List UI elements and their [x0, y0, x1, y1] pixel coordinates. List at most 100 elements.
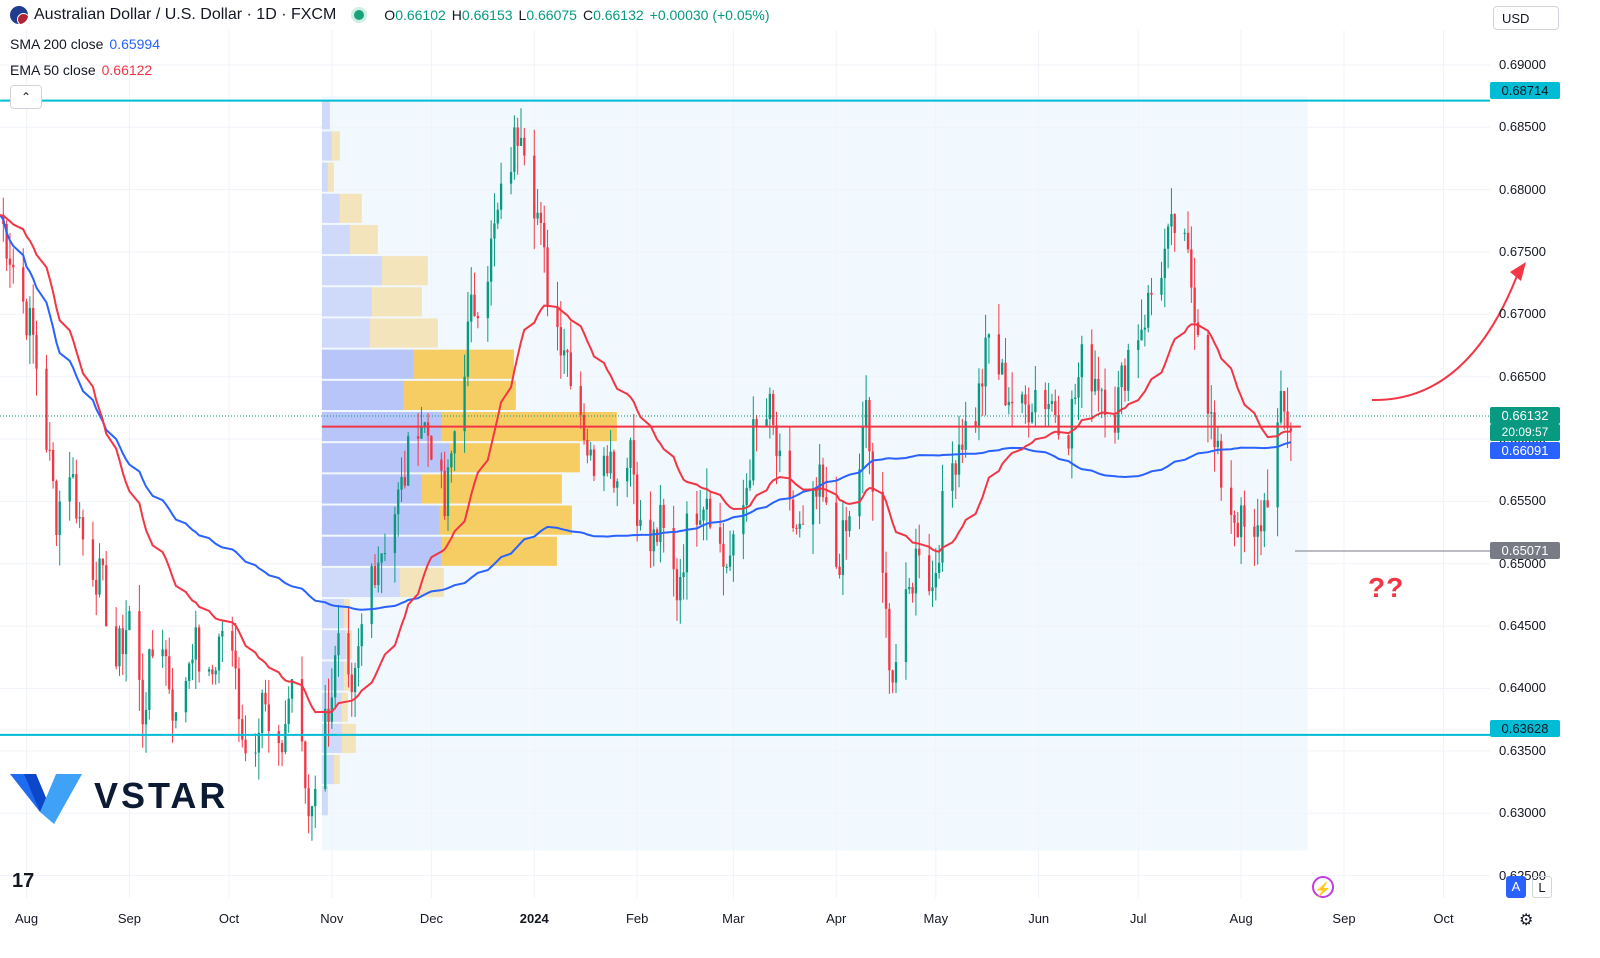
auto-scale-button[interactable]: A: [1506, 876, 1526, 898]
candle-body: [695, 513, 699, 525]
price-tick-label: 0.68500: [1499, 119, 1546, 135]
candle-body: [426, 422, 430, 436]
bolt-icon[interactable]: ⚡: [1312, 876, 1334, 898]
candle-body: [1276, 422, 1279, 508]
candle-body: [718, 527, 722, 544]
candle-body: [1186, 232, 1190, 250]
sma-legend[interactable]: SMA 200 close 0.65994: [10, 36, 160, 52]
candle-body: [1286, 411, 1289, 429]
candle-body: [264, 692, 267, 705]
candle-body: [519, 137, 523, 146]
candle-body: [1220, 440, 1223, 488]
candle-body: [778, 450, 782, 457]
profile-bar-up: [321, 256, 382, 286]
sma-tag: 0.66091: [1490, 442, 1560, 459]
candle-body: [184, 680, 187, 713]
ema-legend[interactable]: EMA 50 close 0.66122: [10, 62, 152, 78]
candle-body: [838, 566, 841, 575]
low-label: L: [518, 7, 527, 23]
candle-body: [951, 463, 954, 491]
candle-body: [393, 514, 397, 554]
time-tick-label: Feb: [625, 911, 649, 926]
time-tick-label: Sep: [1332, 911, 1356, 926]
candle-body: [211, 669, 214, 675]
time-tick-label: 2024: [519, 911, 549, 926]
profile-bar-up: [321, 505, 440, 535]
candle-body: [114, 626, 118, 667]
candle-body: [1289, 428, 1293, 432]
candle-body: [430, 435, 433, 460]
time-tick-label: Aug: [14, 911, 39, 926]
symbol-title[interactable]: Australian Dollar / U.S. Dollar · 1D · F…: [34, 6, 337, 23]
close-label: C: [582, 7, 594, 23]
market-status-icon: [354, 10, 365, 20]
candle-body: [360, 624, 363, 647]
close-value: 0.66132: [593, 7, 644, 23]
candle-body: [1163, 248, 1166, 278]
time-tick-label: Jun: [1028, 911, 1050, 926]
low-value: 0.66075: [526, 7, 577, 23]
candle-body: [353, 668, 357, 693]
candle-body: [267, 704, 270, 732]
currency-select[interactable]: USD: [1493, 6, 1559, 30]
level-lines: [0, 99, 1490, 736]
candle-body: [1044, 389, 1047, 410]
candle-body: [894, 662, 898, 683]
profile-bar-down: [369, 318, 438, 348]
candle-body: [300, 679, 304, 742]
candle-body: [884, 572, 888, 609]
candle-body: [1074, 397, 1077, 399]
candle-body: [237, 668, 241, 720]
profile-bar-up: [321, 380, 404, 410]
profile-bar-up: [321, 100, 330, 130]
candle-body: [592, 449, 596, 476]
candle-body: [675, 569, 679, 601]
candle-body: [75, 474, 78, 519]
candle-body: [443, 470, 446, 517]
profile-bar-down: [343, 599, 350, 629]
candle-body: [728, 555, 732, 567]
candle-body: [536, 212, 539, 219]
candle-body: [904, 589, 908, 663]
profile-bar-up: [321, 318, 370, 348]
candle-body: [977, 383, 981, 428]
gear-icon[interactable]: ⚙: [1519, 912, 1534, 929]
profile-bar-down: [343, 661, 350, 691]
candle-body: [725, 566, 728, 568]
candle-body: [138, 611, 141, 680]
vstar-logo-text: VSTAR: [94, 775, 229, 816]
candle-body: [55, 481, 58, 536]
candle-body: [841, 520, 845, 575]
candle-body: [569, 352, 572, 386]
candle-body: [466, 321, 470, 377]
candle-body: [984, 337, 987, 387]
price-tick-label: 0.65500: [1499, 493, 1546, 509]
log-scale-button[interactable]: L: [1532, 876, 1552, 898]
candle-body: [1001, 362, 1004, 375]
sma-name: SMA 200 close: [10, 36, 104, 52]
candle-body: [148, 649, 151, 710]
candle-body: [310, 806, 314, 817]
candle-body: [151, 649, 154, 657]
candle-body: [1054, 401, 1057, 416]
candle-body: [629, 440, 632, 468]
profile-bar-down: [381, 256, 428, 286]
time-tick-label: Aug: [1229, 911, 1253, 926]
profile-bar-down: [339, 193, 362, 223]
candle-body: [941, 490, 944, 563]
collapse-legend-button[interactable]: ⌃: [10, 85, 42, 109]
candle-body: [616, 481, 619, 488]
candle-body: [981, 383, 984, 387]
candle-body: [287, 698, 290, 724]
candle-body: [45, 368, 48, 450]
candle-body: [304, 741, 307, 789]
candle-body: [1233, 514, 1236, 523]
candle-body: [685, 513, 689, 573]
profile-bar-down: [421, 474, 562, 504]
candle-body: [420, 427, 423, 439]
candle-body: [71, 474, 75, 478]
candle-body: [407, 436, 410, 486]
candle-body: [1193, 287, 1196, 323]
high-label: H: [451, 7, 462, 23]
